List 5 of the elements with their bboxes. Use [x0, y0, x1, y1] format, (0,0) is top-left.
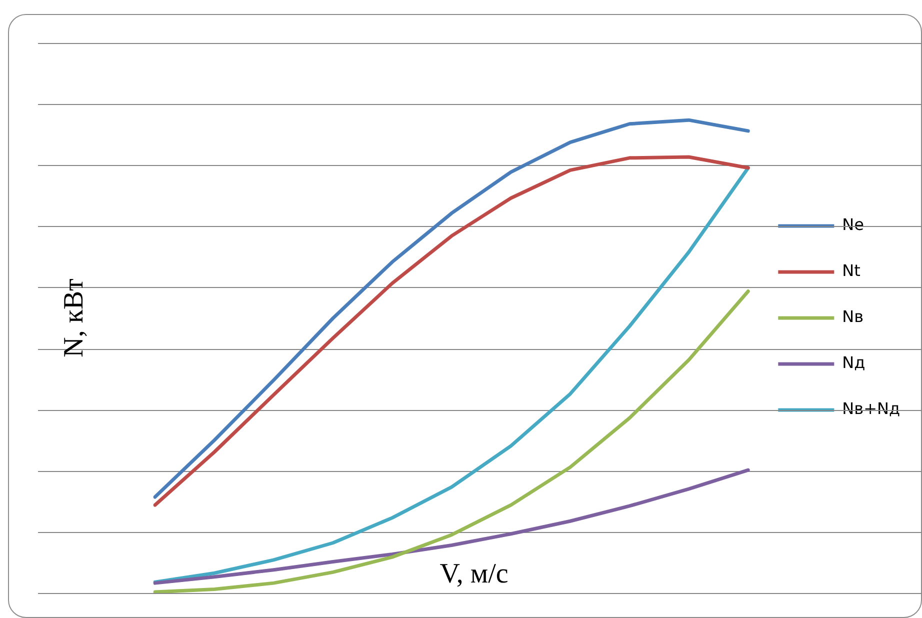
y-axis-title: N, кВт	[58, 278, 90, 358]
legend-label: Nд	[842, 353, 866, 372]
legend-label: Nв	[842, 307, 864, 326]
x-axis-title: V, м/с	[440, 558, 508, 590]
legend-label: Nt	[842, 261, 860, 280]
